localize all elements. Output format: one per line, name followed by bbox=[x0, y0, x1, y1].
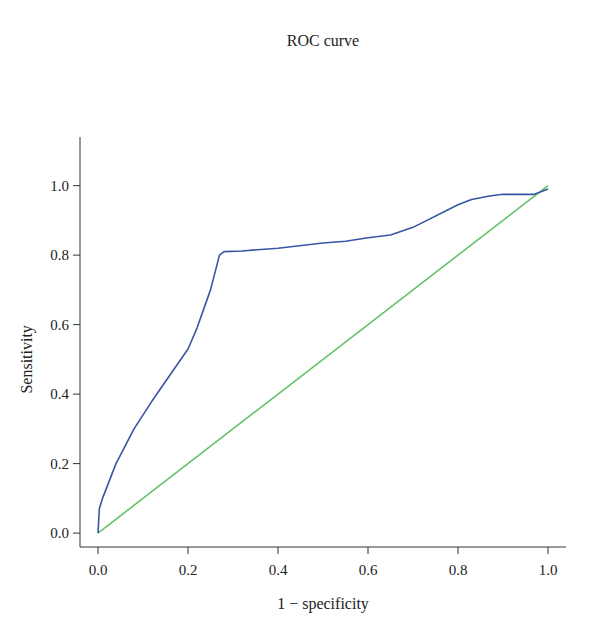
title: ROC curve bbox=[287, 32, 359, 49]
y-tick bbox=[73, 463, 80, 464]
y-tick-label: 0.4 bbox=[50, 386, 69, 402]
y-axis bbox=[80, 137, 81, 547]
y-tick-label: 0.6 bbox=[50, 317, 69, 333]
x-tick-label: 0.0 bbox=[89, 562, 108, 578]
x-tick bbox=[368, 547, 369, 554]
x-tick-label: 0.8 bbox=[449, 562, 468, 578]
x-tick-label: 0.6 bbox=[359, 562, 378, 578]
x-tick-label: 1.0 bbox=[539, 562, 558, 578]
y-tick bbox=[73, 185, 80, 186]
x-axis-label: 1 − specificity bbox=[277, 595, 369, 613]
x-tick-label: 0.4 bbox=[269, 562, 288, 578]
x-tick bbox=[278, 547, 279, 554]
roc-line bbox=[98, 186, 548, 533]
y-tick-label: 0.8 bbox=[50, 247, 69, 263]
x-tick bbox=[188, 547, 189, 554]
y-tick bbox=[73, 255, 80, 256]
x-tick bbox=[548, 547, 549, 554]
y-axis-label: Sensitivity bbox=[18, 325, 36, 393]
roc-line bbox=[98, 189, 548, 533]
x-axis bbox=[80, 547, 566, 548]
y-tick-label: 1.0 bbox=[50, 178, 69, 194]
x-tick bbox=[458, 547, 459, 554]
x-tick-label: 0.2 bbox=[179, 562, 198, 578]
y-tick bbox=[73, 394, 80, 395]
y-tick bbox=[73, 533, 80, 534]
y-tick-label: 0.0 bbox=[50, 525, 69, 541]
y-tick-label: 0.2 bbox=[50, 456, 69, 472]
plot-area bbox=[98, 186, 548, 533]
y-tick bbox=[73, 324, 80, 325]
chart: ROC curve 0.0 0.2 0.4 0.6 0.8 1.0 0.0 0.2 0.4 0.6 0… bbox=[0, 0, 600, 621]
x-tick bbox=[98, 547, 99, 554]
